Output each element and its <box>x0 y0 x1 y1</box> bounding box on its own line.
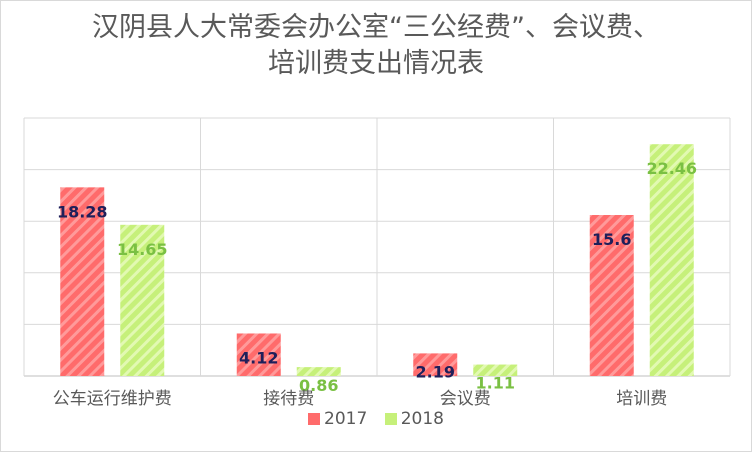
category-label-1: 接待费 <box>263 389 314 409</box>
category-label-0: 公车运行维护费 <box>53 389 172 409</box>
data-label-2018-0: 14.65 <box>117 240 168 259</box>
chart-title-line-1: 汉阴县人大常委会办公室“三公经费”、会议费、 <box>92 12 660 43</box>
chart-title-line-2: 培训费支出情况表 <box>268 48 484 79</box>
bar-2017-1 <box>236 333 281 376</box>
legend-swatch-2017 <box>308 413 321 425</box>
bars <box>60 144 694 376</box>
chart-title: 汉阴县人大常委会办公室“三公经费”、会议费、 培训费支出情况表 <box>0 10 752 82</box>
legend-label-2018: 2018 <box>400 409 444 429</box>
data-label-2017-1: 4.12 <box>239 348 278 367</box>
bar-2018-1 <box>296 367 341 376</box>
data-label-2017-0: 18.28 <box>57 202 108 221</box>
bar-2017-0 <box>60 187 105 376</box>
data-label-2018-2: 1.11 <box>476 374 515 393</box>
legend-item-2017: 2017 <box>308 409 367 429</box>
bar-2017-3 <box>589 215 634 376</box>
bar-2017-2 <box>413 353 458 376</box>
bar-2018-0 <box>120 224 165 376</box>
bar-2018-3 <box>649 144 694 376</box>
data-label-2018-1: 0.86 <box>299 376 338 395</box>
category-labels: 公车运行维护费 接待费 会议费 培训费 <box>53 389 668 409</box>
data-label-2017-3: 15.6 <box>592 230 631 249</box>
bar-2018-2 <box>473 364 518 376</box>
category-label-3: 培训费 <box>616 389 667 409</box>
data-labels: 18.28 14.65 4.12 0.86 2.19 1.11 15.6 22.46 <box>57 159 697 395</box>
category-label-2: 会议费 <box>440 389 491 409</box>
legend-item-2018: 2018 <box>384 409 444 429</box>
legend-label-2017: 2017 <box>324 409 368 429</box>
legend-swatch-2018 <box>384 413 397 425</box>
data-label-2018-3: 22.46 <box>646 159 697 178</box>
data-label-2017-2: 2.19 <box>416 362 455 381</box>
legend: 2017 2018 <box>0 409 752 429</box>
